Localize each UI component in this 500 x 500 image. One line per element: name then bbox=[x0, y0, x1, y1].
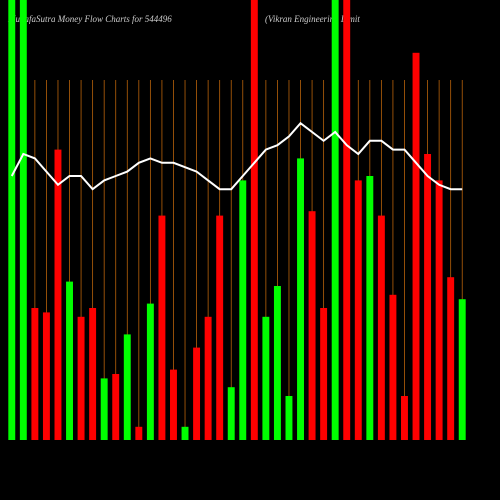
bar bbox=[193, 347, 201, 440]
bar bbox=[366, 176, 374, 440]
bar bbox=[42, 312, 50, 440]
bar bbox=[320, 308, 328, 440]
bar bbox=[66, 281, 73, 440]
bar bbox=[447, 277, 455, 440]
bar bbox=[89, 308, 97, 440]
bar bbox=[227, 387, 235, 440]
chart-subtitle: (Vikran Engineering Limit bbox=[265, 14, 360, 24]
bar bbox=[401, 396, 408, 440]
bar bbox=[354, 180, 362, 440]
bar bbox=[204, 316, 212, 440]
bar bbox=[146, 303, 154, 440]
bar bbox=[262, 316, 270, 440]
bar bbox=[412, 52, 420, 441]
bar bbox=[424, 154, 432, 440]
bar bbox=[308, 211, 316, 440]
money-flow-line bbox=[10, 121, 463, 191]
bar bbox=[31, 308, 39, 440]
bar bbox=[285, 396, 293, 440]
bar bbox=[135, 426, 143, 440]
bar bbox=[297, 158, 304, 440]
bar bbox=[331, 0, 339, 440]
bar bbox=[170, 369, 177, 440]
bar bbox=[250, 0, 258, 440]
bar bbox=[377, 215, 385, 440]
bar bbox=[239, 180, 247, 440]
bar bbox=[158, 215, 166, 440]
bar bbox=[273, 286, 281, 440]
bar bbox=[343, 0, 351, 440]
bar bbox=[112, 374, 120, 440]
bar bbox=[77, 316, 85, 440]
bar bbox=[216, 215, 224, 440]
chart-title: MunafaSutra Money Flow Charts for 544496 bbox=[7, 14, 172, 24]
bar bbox=[19, 0, 27, 440]
bar bbox=[54, 149, 62, 440]
bar bbox=[389, 294, 397, 440]
bar bbox=[100, 378, 108, 440]
bar bbox=[435, 180, 443, 440]
bar bbox=[458, 299, 466, 440]
bar bbox=[181, 426, 189, 440]
bar bbox=[123, 334, 131, 440]
bar bbox=[8, 0, 16, 440]
